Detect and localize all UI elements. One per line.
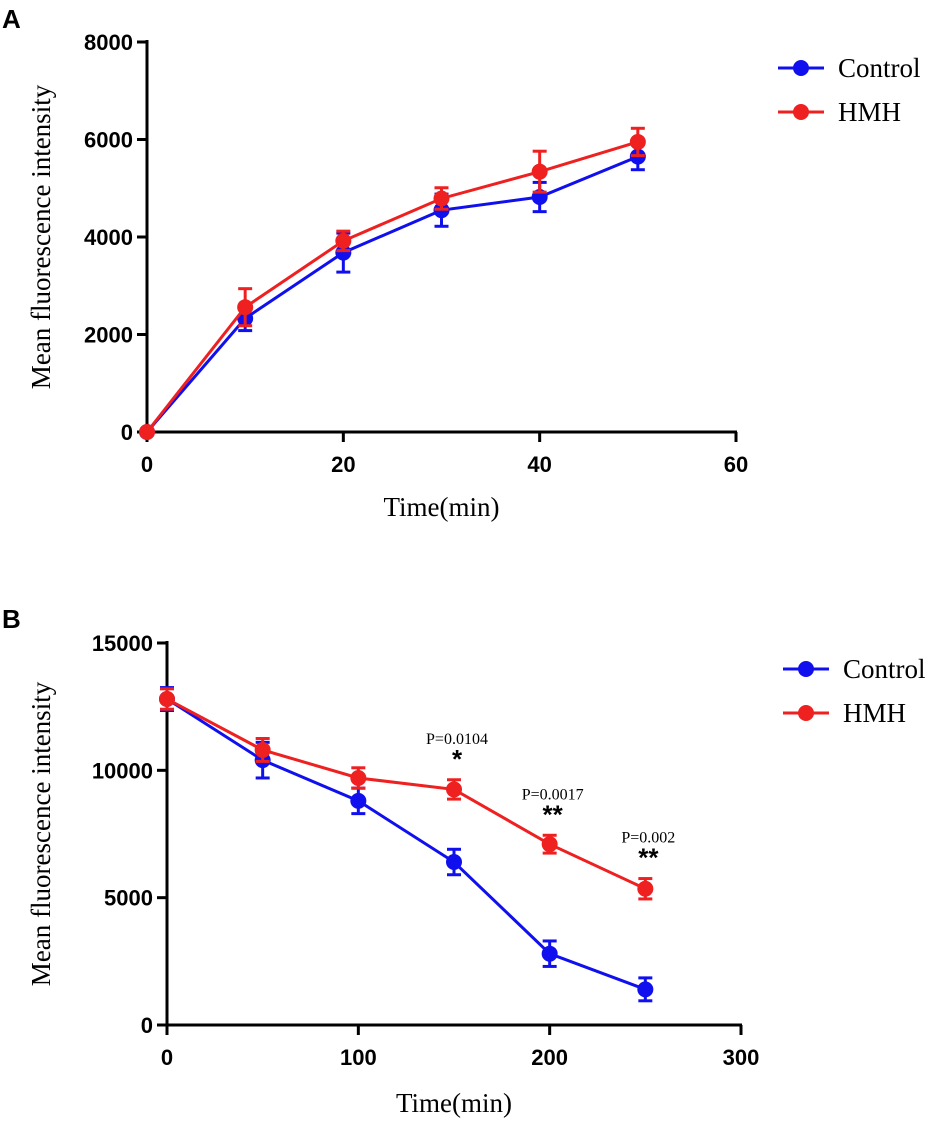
panel-b-hmh-point (254, 741, 271, 758)
panel-b-hmh-point (446, 781, 462, 798)
panel-a-x-tick-label: 40 (527, 452, 551, 477)
panel-a-x-axis-title: Time(min) (383, 492, 499, 522)
panel-a-hmh-point (139, 424, 155, 440)
legend-control-label: Control (838, 53, 921, 83)
panel-b-hmh-point (637, 880, 654, 897)
panel-b-control-point (350, 792, 367, 809)
panel-a-letter: A (2, 4, 21, 34)
panel-a-y-tick-label: 8000 (84, 30, 133, 55)
panel-a-x-tick-label: 0 (141, 452, 153, 477)
legend-control-marker (793, 60, 809, 76)
panel-b-control-point (541, 945, 558, 962)
legend-control-marker (798, 661, 814, 677)
panel-a-x-tick-label: 20 (331, 452, 355, 477)
panel-b-y-tick-label: 0 (141, 1013, 153, 1038)
panel-b-y-tick-label: 10000 (92, 758, 153, 783)
panel-a-hmh-point (335, 232, 352, 249)
panel-b-y-tick-label: 15000 (92, 631, 153, 656)
panel-b-x-axis-title: Time(min) (396, 1088, 512, 1118)
panel-a-y-tick-label: 6000 (84, 128, 133, 153)
legend-hmh-label: HMH (838, 97, 901, 127)
panel-b-p-value-label: P=0.002 (621, 830, 675, 847)
legend-hmh-marker (793, 104, 809, 120)
panel-a-control-line (145, 155, 639, 433)
panel-a-hmh-point (629, 133, 646, 150)
legend-control-label: Control (843, 654, 926, 684)
panel-b-y-tick-label: 5000 (104, 886, 153, 911)
panel-b-hmh-point (541, 836, 558, 853)
panel-b-x-tick-label: 100 (340, 1045, 377, 1070)
panel-b-hmh-line (166, 697, 646, 891)
panel-a-hmh-point (237, 299, 254, 316)
legend-hmh-marker (798, 705, 814, 721)
panel-a-y-tick-label: 0 (121, 420, 133, 445)
panel-b-p-value-label: P=0.0104 (426, 731, 488, 748)
panel-a-y-axis-title: Mean fluorescence intensity (26, 84, 56, 389)
panel-b-letter: B (2, 604, 21, 634)
panel-b-x-tick-label: 200 (531, 1045, 568, 1070)
panel-a-control-point (335, 244, 352, 261)
panel-a-hmh-line (145, 140, 639, 433)
panel-b-hmh-point (350, 769, 367, 786)
panel-b-x-tick-label: 300 (723, 1045, 760, 1070)
legend-hmh-label: HMH (843, 698, 906, 728)
panel-b-significance-stars: ** (638, 843, 659, 873)
panel-b-significance-stars: * (452, 744, 463, 774)
panel-b-hmh-point (159, 691, 175, 708)
panel-a-hmh-point (531, 163, 548, 180)
panel-a-hmh-point (433, 190, 450, 207)
panel-a: A 0 2000 4000 6000 8000 0 20 40 60 Time(min) Mean … (2, 4, 921, 522)
panel-b-significance-stars: ** (543, 799, 564, 829)
panel-b: B 0 5000 10000 15000 0 100 200 300 Time(min) Mean… (2, 604, 926, 1118)
panel-b-y-axis-title: Mean fluorescence intensity (26, 681, 56, 986)
panel-b-control-line (166, 697, 646, 991)
panel-a-y-tick-label: 2000 (84, 323, 133, 348)
panel-b-x-tick-label: 0 (161, 1045, 173, 1070)
panel-b-control-point (637, 981, 654, 998)
panel-a-y-tick-label: 4000 (84, 225, 133, 250)
panel-b-control-point (446, 854, 462, 871)
panel-a-x-tick-label: 60 (724, 452, 748, 477)
panel-b-p-value-label: P=0.0017 (522, 786, 584, 803)
